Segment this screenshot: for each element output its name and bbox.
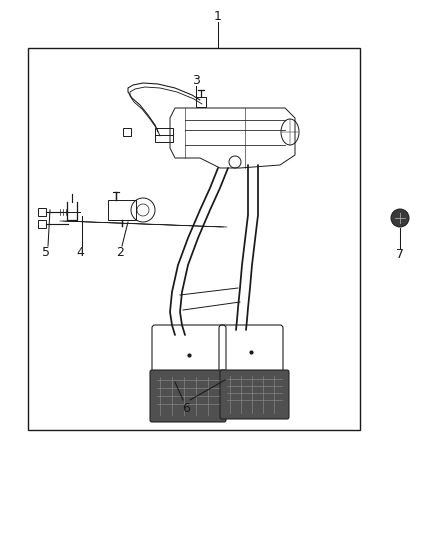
Text: 4: 4: [76, 246, 84, 259]
Bar: [108, 200, 136, 220]
Text: 5: 5: [42, 246, 50, 259]
Text: 2: 2: [116, 246, 124, 259]
Bar: [28, 48, 360, 430]
Text: 7: 7: [396, 247, 404, 261]
FancyBboxPatch shape: [150, 370, 226, 422]
Bar: [123, 128, 131, 136]
FancyBboxPatch shape: [220, 370, 289, 419]
Text: 1: 1: [214, 10, 222, 22]
Bar: [155, 128, 173, 142]
Bar: [38, 208, 46, 216]
Bar: [38, 220, 46, 228]
Circle shape: [391, 209, 409, 227]
Bar: [196, 97, 206, 107]
Text: 6: 6: [182, 401, 190, 415]
Text: 3: 3: [192, 74, 200, 86]
